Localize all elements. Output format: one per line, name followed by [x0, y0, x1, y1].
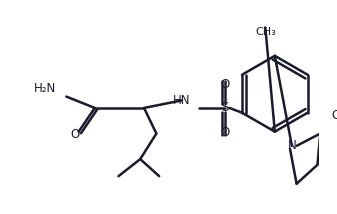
Text: CH₃: CH₃: [255, 27, 276, 37]
Text: O: O: [70, 128, 80, 141]
Text: O: O: [332, 109, 337, 122]
Text: O: O: [220, 126, 229, 139]
Text: H₂N: H₂N: [33, 82, 56, 95]
Text: O: O: [220, 78, 229, 91]
Text: N: N: [287, 139, 296, 152]
Text: S: S: [221, 101, 228, 114]
Text: HN: HN: [173, 94, 191, 107]
